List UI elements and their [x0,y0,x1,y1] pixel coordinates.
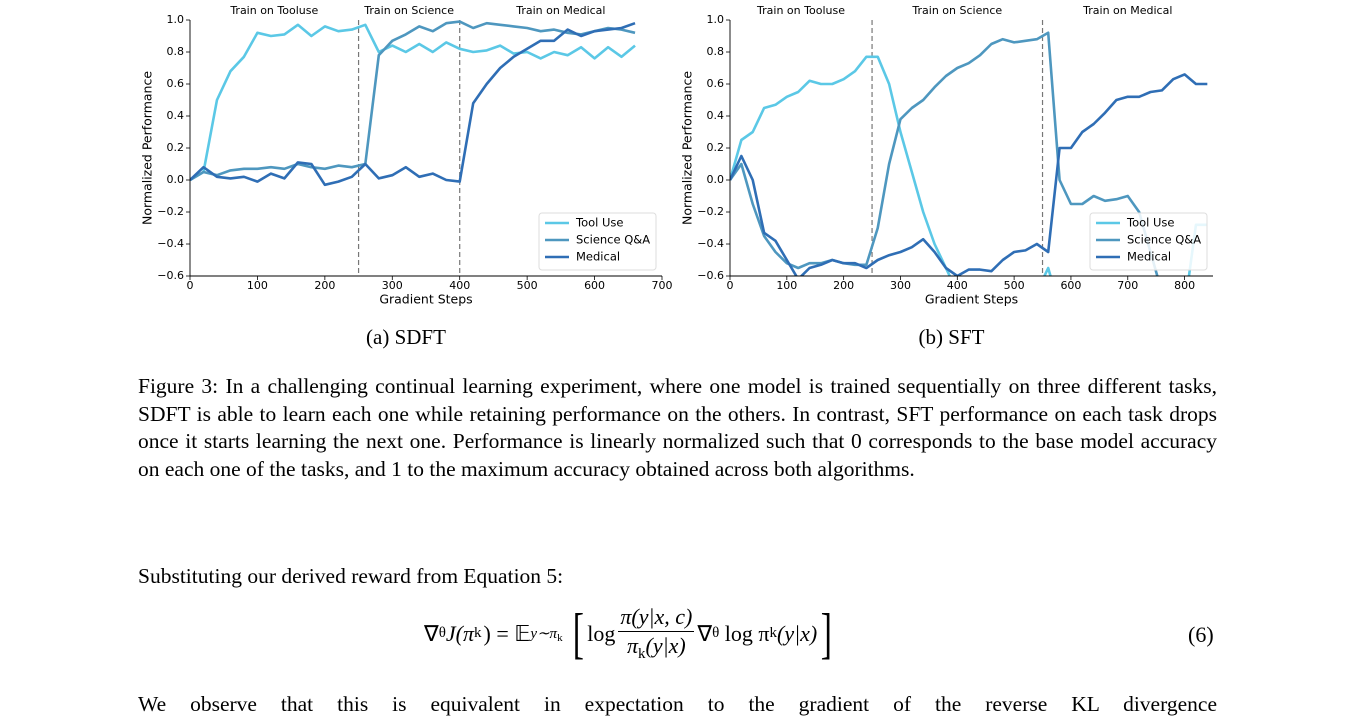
annotation: Train on Tooluse [229,4,318,17]
legend-label: Science Q&A [1127,233,1201,247]
y-tick-label: 0.4 [707,109,725,122]
eq-numerator: π(y|x, c) [618,604,695,632]
eq-fraction: π(y|x, c) πk(y|x) [618,604,695,663]
eq-sub: θ [712,625,720,641]
series-line [190,21,636,187]
chart: −0.6 −0.4 −0.2 0.0 0.2 0.4 0.6 0.8 1.0 0 100 200 300… [140,4,673,307]
eq-denominator: πk(y|x) [625,632,688,663]
annotation: Train on Science [363,4,454,17]
x-tick-label: 400 [947,279,968,292]
x-tick-label: 0 [727,279,734,292]
y-tick-label: −0.4 [697,237,724,250]
subcaption: (a) SDFT [366,325,446,349]
series-line [730,31,1159,276]
x-tick-label: 500 [517,279,538,292]
y-tick-label: 1.0 [707,13,725,26]
x-tick-label: 200 [314,279,335,292]
x-tick-label: 700 [1117,279,1138,292]
legend-label: Medical [1127,250,1171,264]
eq-sub: y∼πk [530,624,562,644]
x-tick-label: 100 [247,279,268,292]
x-tick-label: 600 [584,279,605,292]
legend: Tool Use Science Q&A Medical [1089,212,1208,271]
y-tick-label: −0.6 [157,269,184,282]
subcaption: (b) SFT [918,325,985,349]
series-line [730,55,1208,276]
x-tick-label: 200 [833,279,854,292]
annotation: Train on Science [911,4,1002,17]
eq-text: (y|x) [777,620,818,646]
eq-sub: k [557,631,563,644]
legend: Tool Use Science Q&A Medical [538,212,657,271]
eq-text: log π [724,620,770,646]
eq-bracket: [ [572,602,584,665]
x-tick-label: 0 [187,279,194,292]
eq-text: (y|x) [645,633,686,658]
y-tick-label: 0.2 [167,141,185,154]
x-tick-label: 800 [1174,279,1195,292]
y-tick-label: 0.0 [167,173,185,186]
y-tick-label: 0.4 [167,109,185,122]
eq-text: y∼π [530,625,558,642]
eq-text: ) = 𝔼 [483,620,531,646]
legend-label: Science Q&A [576,233,650,247]
x-tick-label: 600 [1060,279,1081,292]
eq-sub: k [638,646,646,662]
y-tick-label: 0.8 [167,45,185,58]
x-tick-label: 300 [890,279,911,292]
annotation: Train on Medical [1082,4,1172,17]
annotation: Train on Medical [515,4,605,17]
x-tick-label: 700 [652,279,673,292]
y-tick-label: 0.6 [167,77,185,90]
x-axis-label: Gradient Steps [925,292,1018,307]
legend-label: Tool Use [575,216,623,230]
series-line [730,73,1208,276]
y-tick-label: −0.2 [697,205,724,218]
eq-text: J(π [445,620,475,646]
eq-symbol: ∇ [697,620,713,646]
y-tick-label: −0.4 [157,237,184,250]
eq-text: log [587,620,616,646]
equation-number: (6) [1188,622,1214,647]
x-tick-label: 100 [776,279,797,292]
y-tick-label: −0.6 [697,269,724,282]
x-tick-label: 500 [1004,279,1025,292]
series-line [190,23,636,182]
eq-sub: k [769,625,778,641]
y-axis-label: Normalized Performance [140,71,155,225]
y-tick-label: −0.2 [157,205,184,218]
y-tick-label: 0.0 [707,173,725,186]
paragraph: Substituting our derived reward from Equ… [138,564,564,588]
chart: −0.6 −0.4 −0.2 0.0 0.2 0.4 0.6 0.8 1.0 0 100 200 300… [680,4,1213,307]
eq-bracket: ] [820,602,833,665]
figure-caption: Figure 3: In a challenging continual lea… [138,374,1217,481]
eq-symbol: ∇ [424,620,439,646]
legend-label: Medical [576,250,620,264]
eq-sub: k [474,625,482,641]
y-tick-label: 0.6 [707,77,725,90]
y-tick-label: 1.0 [167,13,185,26]
x-tick-label: 300 [382,279,403,292]
y-axis-label: Normalized Performance [680,71,695,225]
legend-label: Tool Use [1126,216,1174,230]
eq-sub: θ [438,625,446,641]
series-line [190,20,636,182]
x-axis-label: Gradient Steps [379,292,472,307]
y-tick-label: 0.2 [707,141,725,154]
figure: −0.6 −0.4 −0.2 0.0 0.2 0.4 0.6 0.8 1.0 0 100 200 300… [140,4,1213,307]
annotation: Train on Tooluse [756,4,845,17]
paragraph: We observe that this is equivalent in ex… [138,692,1217,716]
x-tick-label: 400 [449,279,470,292]
eq-text: π [626,633,639,658]
y-tick-label: 0.8 [707,45,725,58]
